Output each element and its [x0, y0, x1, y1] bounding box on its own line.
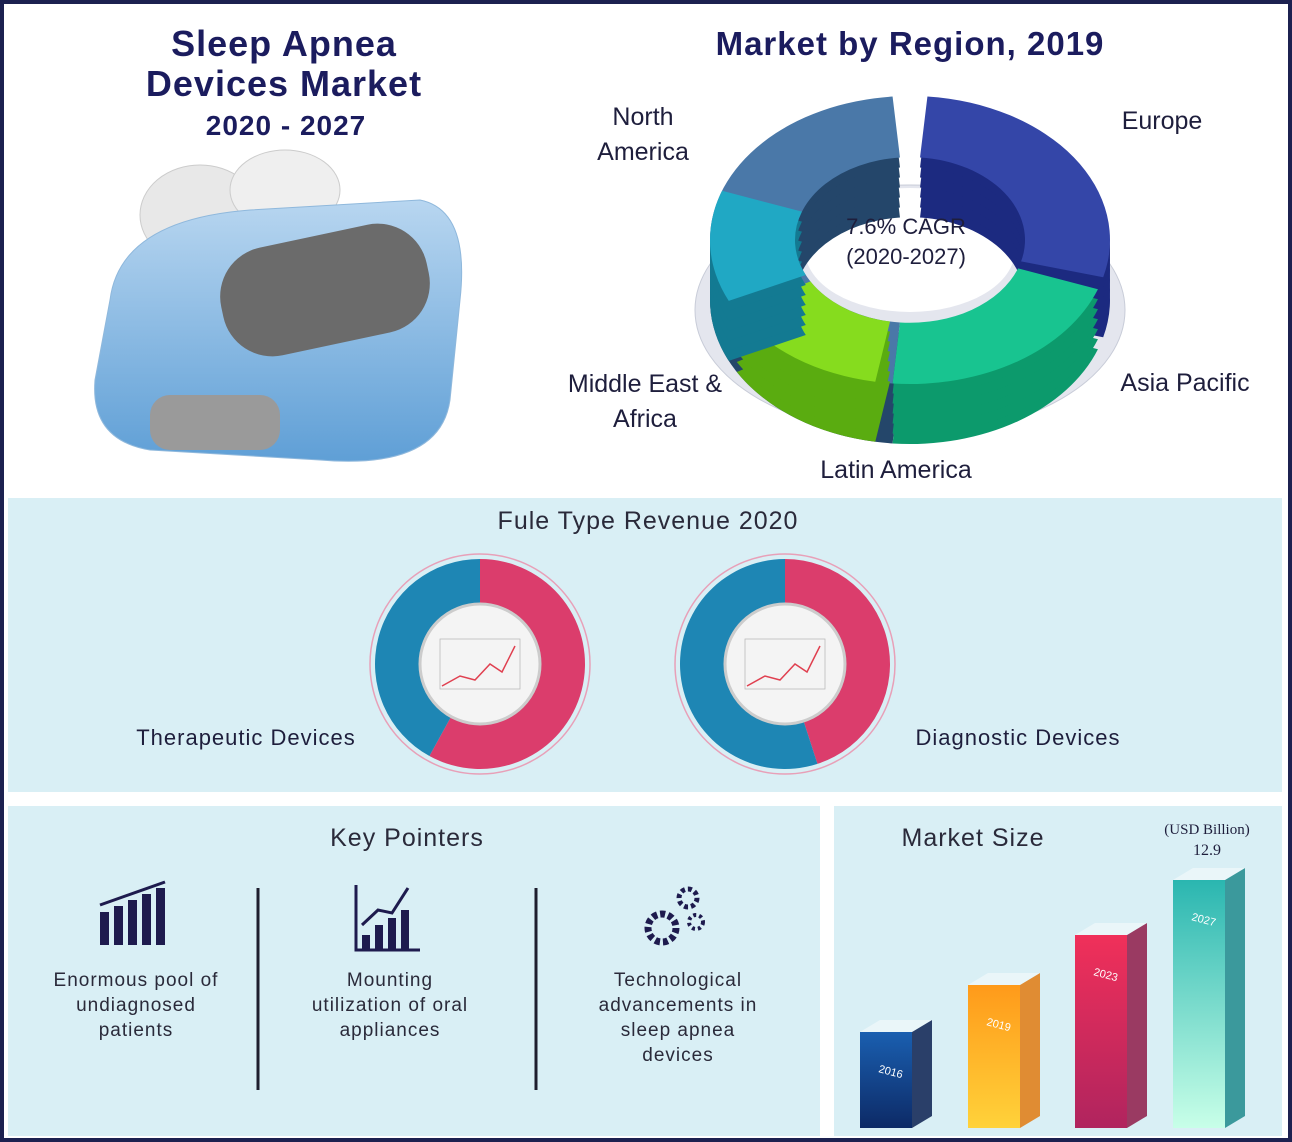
cagr: 7.6% CAGR — [846, 214, 966, 239]
donut-arc — [374, 559, 480, 757]
size-unit: (USD Billion) — [1164, 822, 1250, 838]
bar-top — [1075, 923, 1147, 935]
donut-arc — [680, 559, 818, 769]
bar-front — [1173, 880, 1225, 1128]
cagr-period: (2020-2027) — [846, 244, 966, 269]
region-label: Asia Pacific — [1120, 369, 1250, 397]
bar-front — [1075, 935, 1127, 1128]
size-value: 12.9 — [1193, 842, 1221, 859]
pointers-panel — [8, 806, 820, 1136]
pointers-title: Key Pointers — [330, 824, 484, 852]
donut-arc — [429, 559, 585, 769]
ring-segment — [892, 268, 1098, 384]
region-label: Middle East & Africa — [567, 370, 723, 433]
revenue-donuts — [369, 553, 896, 775]
bar-top — [968, 973, 1040, 985]
mini-grid — [439, 638, 521, 690]
bar-side — [1020, 973, 1040, 1128]
bar-top — [860, 1020, 932, 1032]
donut-center — [418, 602, 542, 726]
donut-halo — [369, 553, 591, 775]
mini-chart — [441, 645, 516, 687]
pointer: Enormous pool of undiagnosed patients — [53, 970, 219, 1041]
ring-segment — [710, 190, 806, 301]
donut-halo — [674, 553, 896, 775]
mini-grid — [744, 638, 826, 690]
region-label: Europe — [1121, 107, 1203, 135]
pointer: Mounting utilization of oral appliances — [311, 970, 469, 1041]
bar-front — [860, 1032, 912, 1128]
main-title: Sleep Apnea Devices Market — [145, 23, 423, 104]
segment-label: Therapeutic Devices — [136, 725, 356, 750]
region-label: Latin America — [820, 456, 972, 484]
pointer: Technological advancements in sleep apne… — [598, 970, 758, 1066]
bar-side — [1127, 923, 1147, 1128]
device-image — [94, 149, 463, 462]
segment-label: Diagnostic Devices — [915, 725, 1121, 750]
revenue-title: Fule Type Revenue 2020 — [497, 507, 799, 535]
bar-front — [968, 985, 1020, 1128]
revenue-panel — [8, 498, 1282, 792]
bar-side — [1225, 868, 1245, 1128]
size-title: Market Size — [901, 824, 1045, 852]
pointer-icons — [99, 880, 705, 952]
region-ring — [694, 96, 1126, 444]
mini-chart — [746, 645, 821, 687]
years: 2020 - 2027 — [205, 110, 367, 141]
bar-top — [1173, 868, 1245, 880]
donut-center — [723, 602, 847, 726]
ring-segment — [920, 96, 1111, 278]
region-label: North America — [597, 103, 689, 166]
bar-side — [912, 1020, 932, 1128]
region-title: Market by Region, 2019 — [715, 25, 1105, 62]
